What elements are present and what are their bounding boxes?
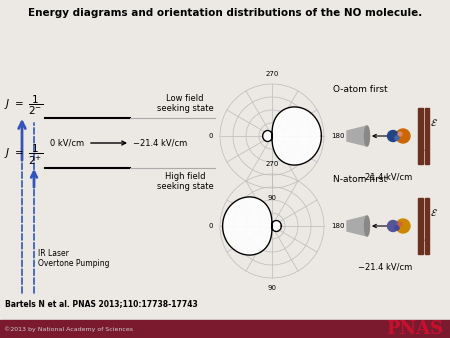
Text: −21.4 kV/cm: −21.4 kV/cm (358, 172, 412, 181)
Text: O-atom first: O-atom first (333, 85, 387, 94)
Text: ©2013 by National Academy of Sciences: ©2013 by National Academy of Sciences (4, 326, 133, 332)
Text: 180: 180 (331, 133, 345, 139)
Text: $J\ =\ \dfrac{1}{2^{+}}$: $J\ =\ \dfrac{1}{2^{+}}$ (4, 143, 43, 167)
Polygon shape (347, 126, 367, 146)
Text: 90: 90 (267, 195, 276, 201)
Text: −21.4 kV/cm: −21.4 kV/cm (133, 139, 187, 147)
Bar (418, 198, 423, 254)
Bar (425, 198, 429, 254)
Circle shape (398, 132, 402, 136)
Text: −21.4 kV/cm: −21.4 kV/cm (358, 262, 412, 271)
Bar (425, 108, 429, 164)
Polygon shape (347, 216, 367, 236)
Text: $\mathcal{E}$: $\mathcal{E}$ (430, 207, 438, 217)
Text: 180: 180 (331, 223, 345, 229)
Bar (418, 108, 423, 164)
Text: $J\ =\ \dfrac{1}{2^{-}}$: $J\ =\ \dfrac{1}{2^{-}}$ (4, 94, 43, 117)
Text: High field
seeking state: High field seeking state (157, 172, 213, 191)
Text: $\mathcal{E}$: $\mathcal{E}$ (430, 117, 438, 127)
Text: N-atom first: N-atom first (333, 175, 387, 184)
Ellipse shape (364, 126, 369, 146)
Ellipse shape (364, 216, 369, 236)
Polygon shape (263, 107, 321, 165)
Text: 0: 0 (208, 133, 213, 139)
Text: 90: 90 (267, 285, 276, 291)
Text: 270: 270 (266, 71, 279, 77)
Circle shape (398, 222, 402, 226)
Circle shape (396, 129, 410, 143)
Text: 270: 270 (266, 161, 279, 167)
Polygon shape (223, 197, 281, 255)
Text: Bartels N et al. PNAS 2013;110:17738-17743: Bartels N et al. PNAS 2013;110:17738-177… (5, 299, 198, 308)
Text: IR Laser
Overtone Pumping: IR Laser Overtone Pumping (38, 249, 109, 268)
Bar (0, 320, 450, 338)
Text: 0 kV/cm: 0 kV/cm (50, 139, 84, 147)
Circle shape (395, 136, 399, 140)
Circle shape (396, 219, 410, 233)
Text: Low field
seeking state: Low field seeking state (157, 94, 213, 113)
Text: PNAS: PNAS (386, 320, 443, 338)
Text: 0: 0 (208, 223, 213, 229)
Circle shape (395, 226, 399, 230)
Circle shape (387, 220, 399, 232)
Text: Energy diagrams and orientation distributions of the NO molecule.: Energy diagrams and orientation distribu… (28, 8, 422, 18)
Circle shape (387, 130, 399, 142)
